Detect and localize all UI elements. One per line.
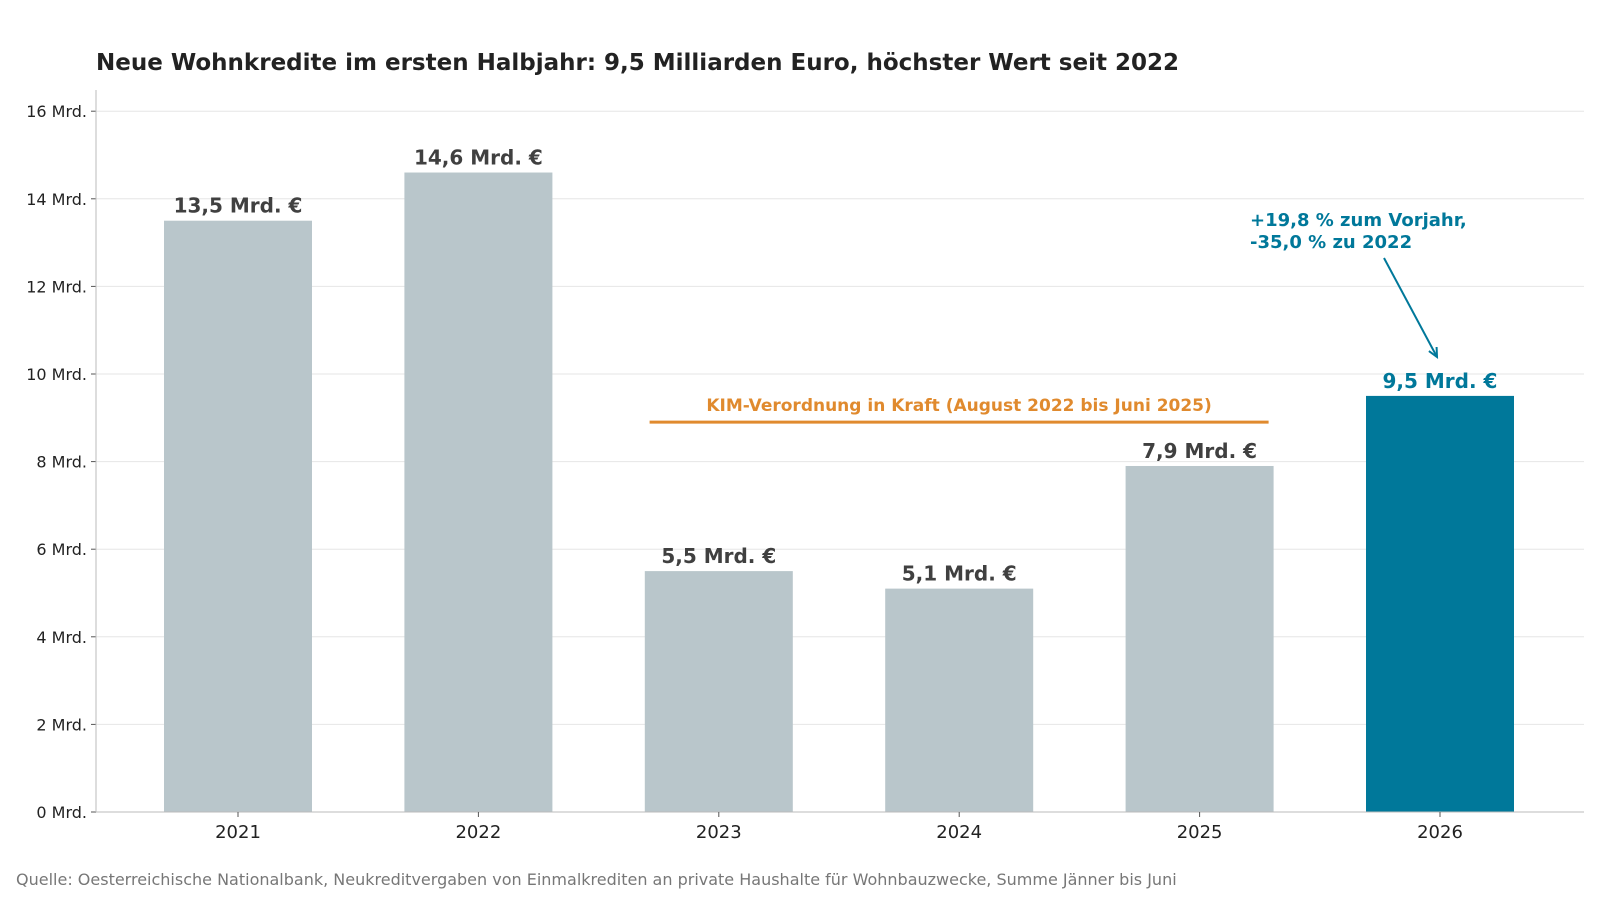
- y-tick-label: 2 Mrd.: [36, 715, 87, 734]
- x-tick-label-2022: 2022: [455, 822, 501, 843]
- bar-2024: [885, 588, 1034, 812]
- bar-2023: [644, 571, 793, 812]
- y-tick-label: 0 Mrd.: [36, 803, 87, 822]
- bar-2026: [1366, 395, 1514, 812]
- gridlines: [96, 110, 1584, 725]
- x-tick-label-2026: 2026: [1417, 822, 1463, 843]
- y-tick-label: 12 Mrd.: [26, 277, 87, 296]
- change-annotation-line: -35,0 % zu 2022: [1250, 232, 1412, 253]
- x-tick-label-2023: 2023: [696, 822, 742, 843]
- y-tick-label: 6 Mrd.: [36, 540, 87, 559]
- chart-title: Neue Wohnkredite im ersten Halbjahr: 9,5…: [96, 50, 1179, 76]
- data-labels: 13,5 Mrd. € 14,6 Mrd. € 5,5 Mrd. € 5,1 Mrd.…: [174, 146, 1498, 586]
- y-tick-label: 10 Mrd.: [26, 365, 87, 384]
- y-tick-label: 4 Mrd.: [36, 628, 87, 647]
- source-note: Quelle: Oesterreichische Nationalbank, N…: [16, 870, 1177, 889]
- y-tick-label: 16 Mrd.: [26, 102, 87, 121]
- change-annotation-line: +19,8 % zum Vorjahr,: [1250, 210, 1467, 231]
- bar-value-label-2021: 13,5 Mrd. €: [174, 194, 303, 218]
- bar-2021: [164, 220, 312, 812]
- y-tick-label: 14 Mrd.: [26, 190, 87, 209]
- x-tick-label-2025: 2025: [1177, 822, 1223, 843]
- bar-value-label-2024: 5,1 Mrd. €: [902, 562, 1017, 586]
- bar-value-label-2023: 5,5 Mrd. €: [661, 544, 776, 568]
- y-tick-label: 8 Mrd.: [36, 453, 87, 472]
- change-arrow-line: [1383, 257, 1438, 358]
- x-tick-label-2024: 2024: [936, 822, 982, 843]
- period-label: KIM-Verordnung in Kraft (August 2022 bis…: [706, 396, 1211, 416]
- bar-value-label-2026: 9,5 Mrd. €: [1383, 369, 1498, 393]
- change-arrow-head: [1428, 346, 1439, 360]
- bar-value-label-2022: 14,6 Mrd. €: [414, 146, 543, 170]
- bar-value-label-2025: 7,9 Mrd. €: [1142, 439, 1257, 463]
- axes: 0 Mrd. 2 Mrd. 4 Mrd. 6 Mrd. 8 Mrd. 10 Mrd. 12 …: [26, 90, 1584, 843]
- annotations: KIM-Verordnung in Kraft (August 2022 bis…: [649, 210, 1467, 424]
- x-tick-label-2021: 2021: [215, 822, 261, 843]
- bar-2022: [404, 172, 553, 812]
- bars: [164, 172, 1514, 812]
- bar-2025: [1125, 465, 1274, 812]
